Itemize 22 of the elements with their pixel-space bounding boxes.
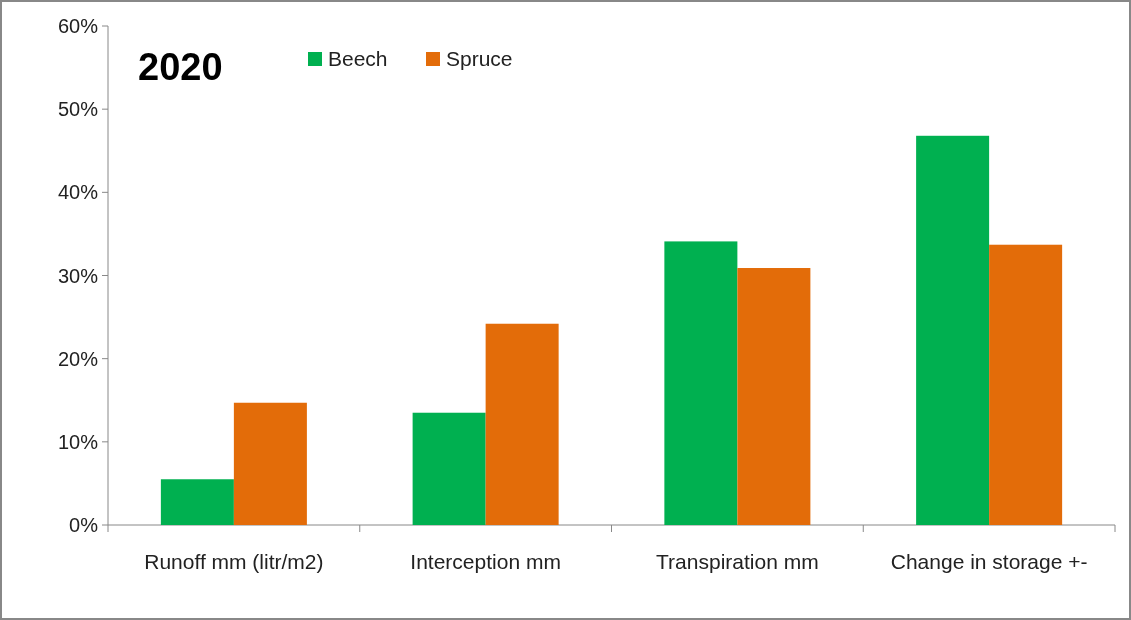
y-tick-label: 40% xyxy=(57,181,99,204)
y-tick-label: 10% xyxy=(57,430,99,453)
y-tick-label: 60% xyxy=(57,15,99,37)
bar xyxy=(989,244,1063,525)
legend-label: Spruce xyxy=(446,47,513,71)
bar xyxy=(737,268,811,525)
x-tick-label: Runoff mm (litr/m2) xyxy=(144,550,324,573)
bar xyxy=(233,402,307,525)
bar xyxy=(664,241,738,525)
bar xyxy=(916,135,990,525)
bar xyxy=(485,323,559,525)
bar xyxy=(160,479,234,525)
bar xyxy=(412,412,486,525)
x-tick-label: Interception mm xyxy=(410,550,561,573)
y-tick-label: 20% xyxy=(57,347,99,370)
x-tick-label: Transpiration mm xyxy=(656,550,819,573)
y-tick-label: 50% xyxy=(57,98,99,121)
y-tick-label: 30% xyxy=(57,264,99,287)
text: 2020 xyxy=(138,46,223,88)
x-tick-label: Change in storage +- xyxy=(890,550,1088,573)
legend-label: Beech xyxy=(328,47,388,71)
y-tick-label: 0% xyxy=(69,514,99,536)
